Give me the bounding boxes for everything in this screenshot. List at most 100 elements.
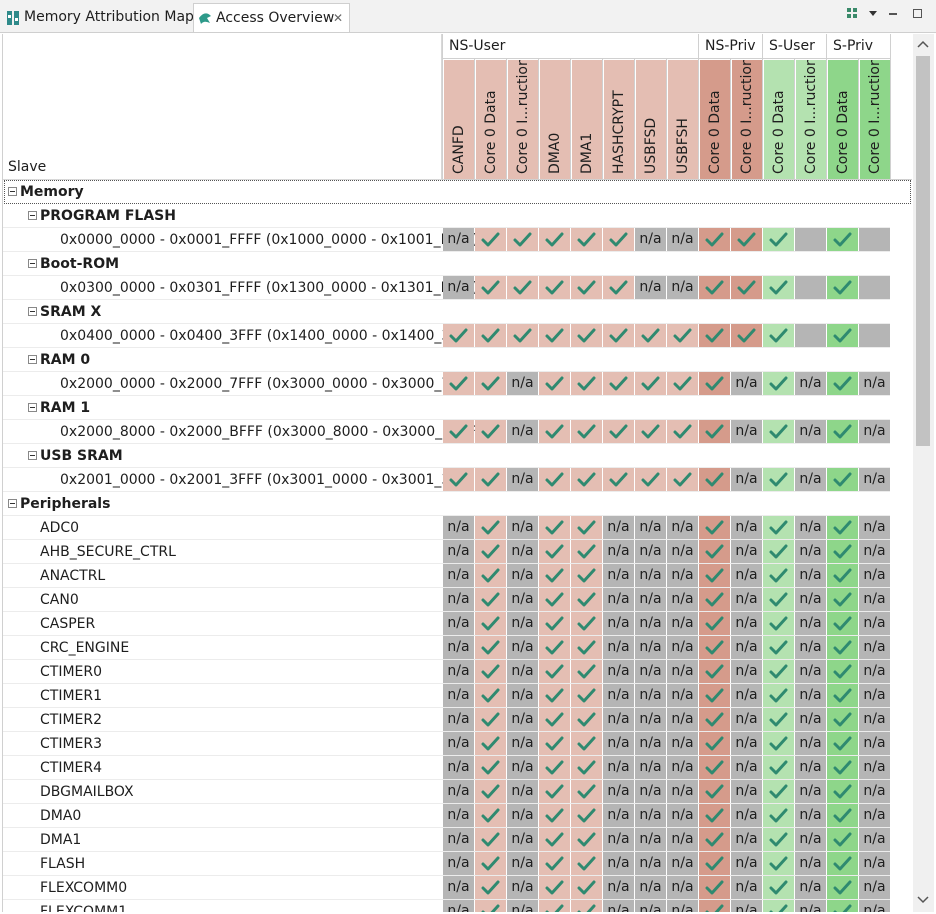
access-cell [571,468,602,491]
na-cell: n/a [635,540,666,563]
access-cell [763,732,794,755]
access-cell [699,564,730,587]
access-cell [699,684,730,707]
group-header: S-Priv [826,34,890,59]
access-cell [571,660,602,683]
check-icon [673,376,692,391]
column-fill [796,60,826,179]
na-cell: n/a [507,876,538,899]
check-icon [609,328,628,343]
tree-toggle[interactable] [28,451,37,460]
access-cell [539,324,570,347]
check-icon [545,232,564,247]
scroll-thumb[interactable] [916,56,930,446]
na-cell: n/a [507,468,538,491]
row-label: 0x2000_8000 - 0x2000_BFFF (0x3000_8000 -… [60,424,482,440]
check-icon [769,280,788,295]
scroll-down[interactable] [917,895,929,905]
scrollbar[interactable] [913,34,934,912]
na-cell: n/a [731,420,762,443]
view-menu-icon[interactable] [847,8,877,18]
access-cell [763,876,794,899]
tree-label: RAM 0 [40,352,91,368]
tab-close[interactable]: ✕ [333,11,344,25]
check-icon [833,832,852,847]
access-cell [827,708,858,731]
check-icon [513,232,532,247]
access-cell [827,828,858,851]
access-cell [763,636,794,659]
check-icon [769,760,788,775]
na-cell: n/a [507,828,538,851]
access-cell [475,732,506,755]
na-cell: n/a [859,564,890,587]
check-icon [449,424,468,439]
check-icon [769,688,788,703]
row-label: CAN0 [40,592,79,608]
tree-toggle[interactable] [28,259,37,268]
column-fill [732,60,762,179]
check-icon [481,784,500,799]
access-cell [699,420,730,443]
na-cell: n/a [859,660,890,683]
access-cell [763,468,794,491]
row-line [3,491,890,492]
access-cell [475,228,506,251]
tree-toggle[interactable] [28,355,37,364]
check-icon [481,592,500,607]
check-icon [481,856,500,871]
check-icon [833,736,852,751]
access-cell [827,876,858,899]
access-cell [667,468,698,491]
check-icon [545,616,564,631]
na-cell: n/a [507,516,538,539]
check-icon [769,232,788,247]
row-label: AHB_SECURE_CTRL [40,544,176,560]
na-cell: n/a [859,588,890,611]
tree-toggle[interactable] [28,307,37,316]
na-cell: n/a [443,732,474,755]
check-icon [545,472,564,487]
na-cell: n/a [731,852,762,875]
na-cell: n/a [443,804,474,827]
minimize[interactable] [889,13,897,15]
column-fill [860,60,890,179]
na-cell: n/a [443,660,474,683]
na-cell: n/a [443,612,474,635]
na-cell: n/a [507,636,538,659]
column-header: Core 0 Data [762,59,794,180]
na-cell: n/a [859,732,890,755]
access-cell [699,708,730,731]
access-cell [763,276,794,299]
row-line [3,635,890,636]
tab-icon [199,13,211,24]
column-header: HASHCRYPT [602,59,634,180]
na-cell: n/a [603,732,634,755]
access-cell [667,324,698,347]
na-cell: n/a [731,612,762,635]
na-cell: n/a [667,756,698,779]
access-cell [763,804,794,827]
na-cell: n/a [795,612,826,635]
tree-toggle[interactable] [8,499,17,508]
tree-toggle[interactable] [8,187,17,196]
access-cell [827,228,858,251]
check-icon [481,232,500,247]
check-icon [769,832,788,847]
tree-toggle[interactable] [28,211,37,220]
access-cell [475,540,506,563]
check-icon [449,376,468,391]
tab[interactable]: Memory Attribution Map [2,3,194,32]
tree-toggle[interactable] [28,403,37,412]
row-line [3,251,890,252]
access-cell [475,804,506,827]
tab-active[interactable]: Access Overview ✕ [193,3,350,32]
check-icon [833,280,852,295]
maximize[interactable] [913,9,922,18]
access-cell [539,852,570,875]
na-cell: n/a [507,900,538,912]
row-label: CTIMER2 [40,712,103,728]
check-icon [833,784,852,799]
check-icon [545,904,564,912]
scroll-up[interactable] [917,39,929,49]
